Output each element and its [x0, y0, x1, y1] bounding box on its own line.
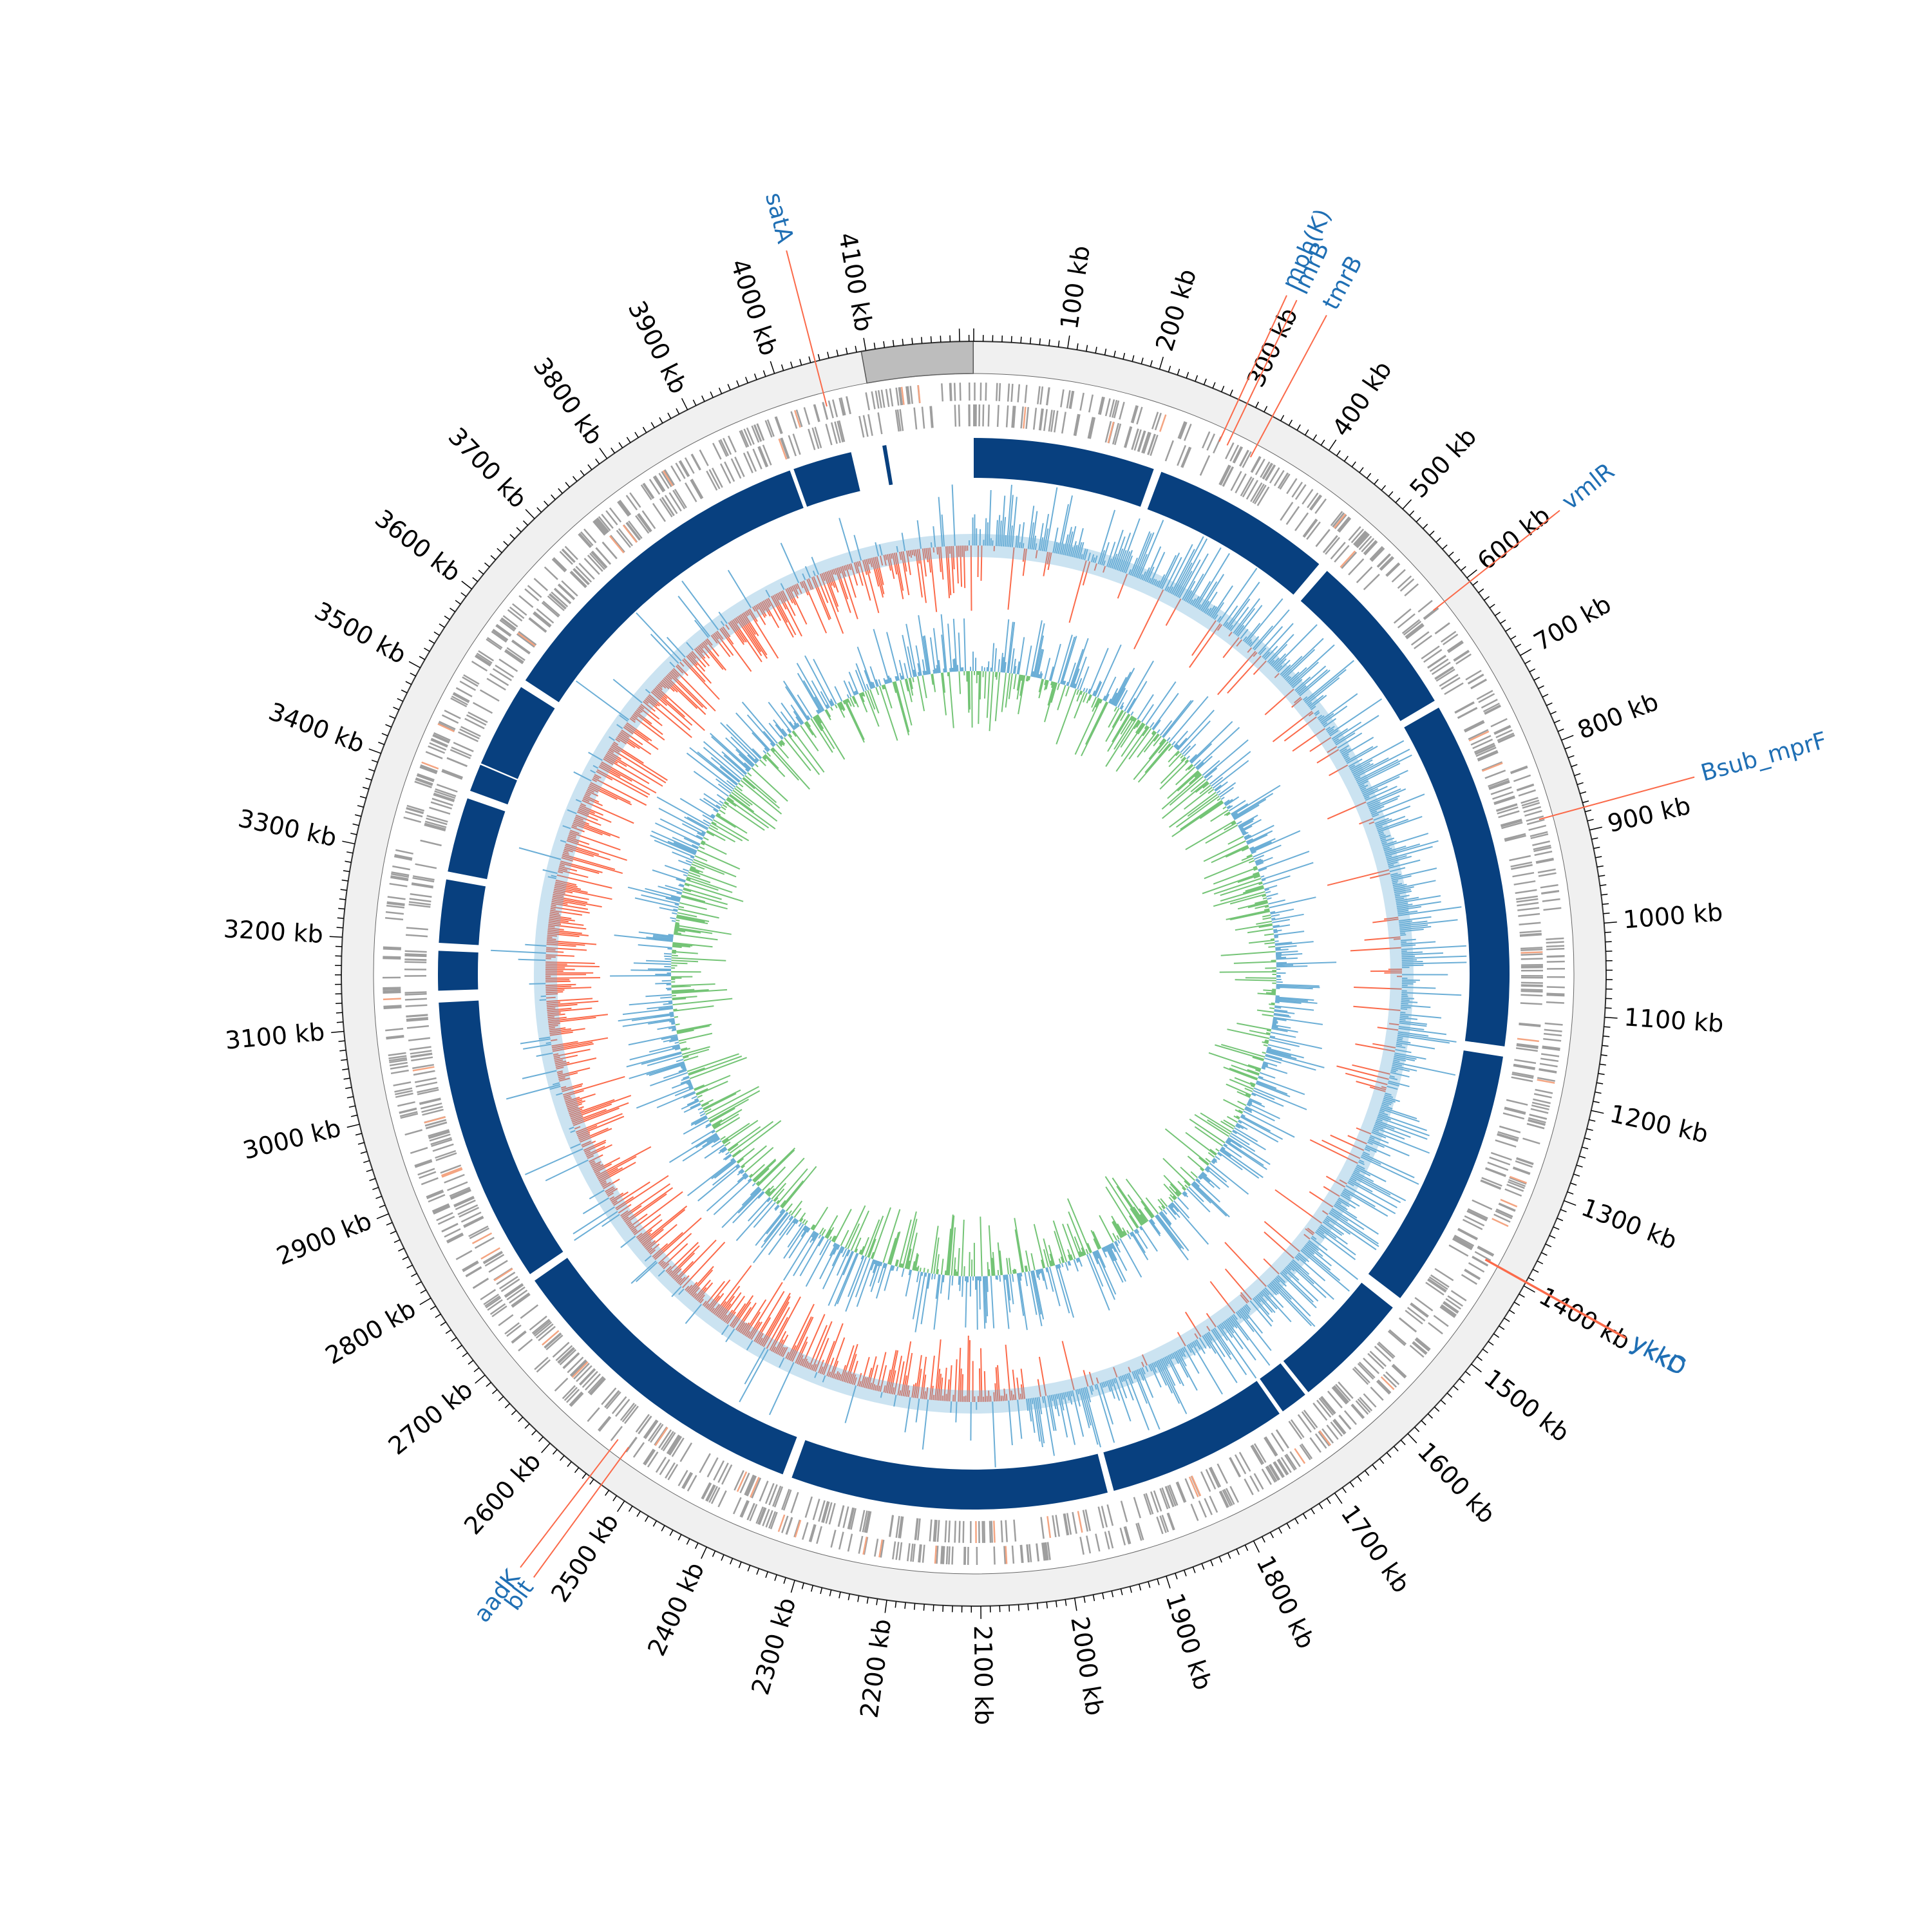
gene-label-satA: satA — [760, 190, 799, 247]
synteny-block-4 — [1404, 707, 1510, 1046]
tick-label-300kb: 300 kb — [1242, 303, 1303, 392]
inner-ring-border — [373, 373, 1575, 1575]
tick-label-2900kb: 2900 kb — [272, 1207, 375, 1271]
synteny-block-3 — [1300, 571, 1435, 721]
tick-label-1500kb: 1500 kb — [1479, 1363, 1575, 1447]
tick-label-2600kb: 2600 kb — [459, 1447, 546, 1540]
tick-label-3700kb: 3700 kb — [443, 422, 533, 513]
gene-leader-line-Bsub_mprF — [1539, 776, 1695, 820]
tick-label-2700kb: 2700 kb — [383, 1375, 478, 1460]
tick-label-2100kb: 2100 kb — [969, 1625, 998, 1725]
gene-leader-line-satA — [786, 250, 828, 407]
gene-leader-line-lmrB — [1226, 299, 1298, 446]
tick-label-4000kb: 4000 kb — [725, 256, 784, 359]
tick-label-1700kb: 1700 kb — [1336, 1500, 1416, 1598]
synteny-block-17 — [525, 470, 804, 703]
gc-skew-negative — [545, 545, 1403, 1403]
position-ticks — [329, 328, 1618, 1619]
tick-label-400kb: 400 kb — [1327, 356, 1397, 442]
tick-label-2300kb: 2300 kb — [746, 1595, 801, 1698]
gene-leader-line-mph(K) — [1218, 295, 1287, 442]
tick-label-1800kb: 1800 kb — [1251, 1551, 1320, 1653]
tick-label-2500kb: 2500 kb — [545, 1508, 624, 1607]
tick-label-100kb: 100 kb — [1055, 243, 1095, 331]
synteny-block-16 — [480, 687, 555, 779]
tick-label-2400kb: 2400 kb — [642, 1558, 710, 1660]
synteny-block-9 — [791, 1440, 1108, 1510]
tick-label-1100kb: 1100 kb — [1623, 1003, 1725, 1038]
synteny-block-13 — [439, 879, 486, 945]
tick-label-1600kb: 1600 kb — [1412, 1437, 1501, 1529]
tick-label-3100kb: 3100 kb — [224, 1018, 326, 1055]
tick-label-3900kb: 3900 kb — [623, 296, 693, 398]
synteny-block-10 — [535, 1258, 797, 1475]
gene-leader-line-ykkD — [1484, 1259, 1626, 1340]
gene-leader-line-aadK — [520, 1439, 619, 1568]
gc-content-above — [610, 614, 1337, 1332]
gene-label-vmlR: vmlR — [1557, 458, 1620, 515]
synteny-block-6 — [1283, 1282, 1393, 1392]
synteny-block-8 — [1103, 1381, 1280, 1492]
gene-ticks-reverse — [404, 404, 1544, 1544]
gc-content-below — [670, 670, 1277, 1277]
gene-feature-track — [382, 382, 1566, 1566]
gene-leader-line-vmlR — [1433, 509, 1560, 611]
origin-highlight-segment — [860, 341, 974, 384]
tick-label-3300kb: 3300 kb — [236, 804, 339, 852]
tick-label-1400kb: 1400 kb — [1535, 1282, 1635, 1356]
gene-ticks-highlighted — [383, 384, 1555, 1564]
tick-label-1300kb: 1300 kb — [1578, 1193, 1681, 1255]
synteny-block-18 — [793, 452, 860, 507]
tick-label-3000kb: 3000 kb — [240, 1113, 344, 1165]
tick-label-3400kb: 3400 kb — [265, 697, 368, 758]
synteny-block-track — [438, 438, 1510, 1510]
synteny-block-15 — [469, 764, 517, 805]
synteny-block-12 — [438, 951, 478, 991]
tick-label-3200kb: 3200 kb — [223, 914, 324, 949]
outer-ring-layer — [341, 341, 1607, 1607]
gc-skew-track — [491, 484, 1467, 1468]
tick-label-3600kb: 3600 kb — [370, 504, 466, 587]
synteny-block-1 — [974, 438, 1154, 507]
tick-label-1200kb: 1200 kb — [1607, 1099, 1711, 1148]
tick-label-1900kb: 1900 kb — [1160, 1590, 1218, 1694]
tick-label-3500kb: 3500 kb — [310, 596, 411, 669]
gene-label-Bsub_mprF: Bsub_mprF — [1698, 727, 1830, 786]
tick-label-200kb: 200 kb — [1150, 265, 1202, 354]
tick-label-700kb: 700 kb — [1529, 590, 1616, 657]
tick-label-600kb: 600 kb — [1472, 501, 1556, 576]
gene-ticks-forward — [382, 382, 1566, 1566]
gene-leader-line-tmrB — [1249, 315, 1327, 458]
tick-label-3800kb: 3800 kb — [527, 352, 609, 450]
tick-label-800kb: 800 kb — [1573, 687, 1662, 744]
tick-label-2000kb: 2000 kb — [1065, 1615, 1109, 1718]
gene-label-ykkD: ykkD — [1627, 1330, 1690, 1381]
synteny-block-2 — [1147, 471, 1320, 595]
tick-label-500kb: 500 kb — [1404, 422, 1482, 504]
tick-label-2800kb: 2800 kb — [321, 1294, 421, 1370]
synteny-block-7 — [1260, 1363, 1305, 1412]
tick-label-4100kb: 4100 kb — [833, 231, 878, 334]
gc-content-track — [610, 614, 1337, 1332]
synteny-block-14 — [448, 798, 506, 880]
synteny-block-5 — [1368, 1050, 1503, 1298]
synteny-block-19 — [882, 445, 893, 486]
synteny-block-11 — [439, 1000, 564, 1274]
gene-leader-line-ykkC — [1485, 1258, 1627, 1338]
gc-skew-positive — [491, 484, 1467, 1468]
tick-label-2200kb: 2200 kb — [855, 1617, 896, 1719]
tick-label-1000kb: 1000 kb — [1622, 898, 1724, 934]
gene-leader-line-blt — [533, 1446, 629, 1578]
